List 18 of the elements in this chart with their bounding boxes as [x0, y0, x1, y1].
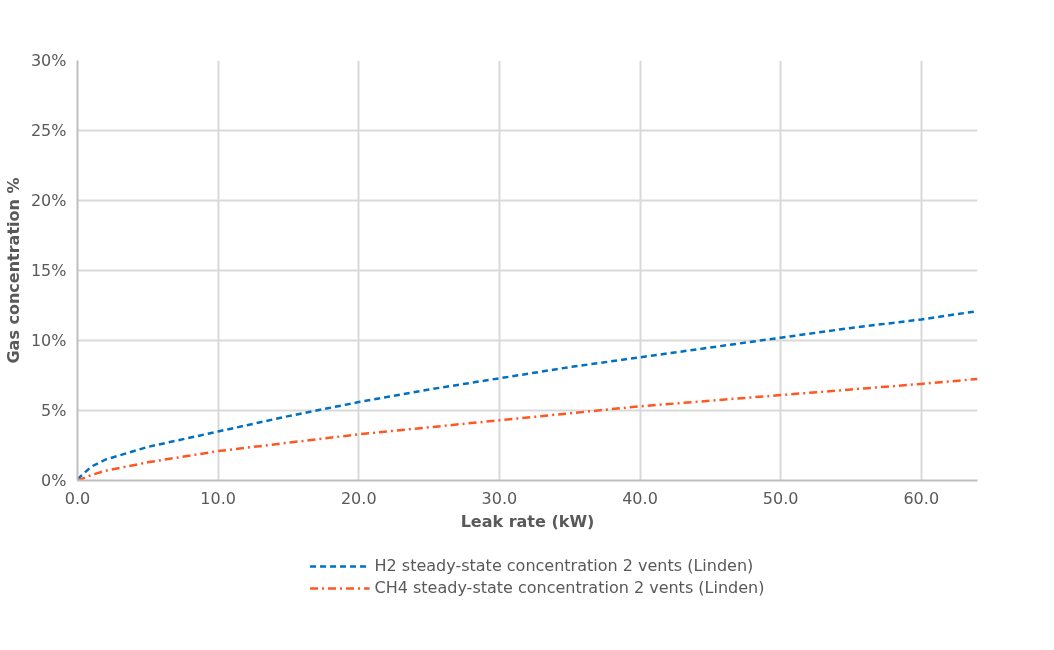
legend-label: CH4 steady-state concentration 2 vents (Linden): [374, 578, 765, 597]
x-tick-label: 30.0: [481, 488, 518, 508]
x-tick-label: 50.0: [762, 488, 799, 508]
legend-label: H2 steady-state concentration 2 vents (Linden): [374, 556, 754, 575]
x-tick-label: 20.0: [340, 488, 377, 508]
y-tick-label: 25%: [30, 121, 67, 140]
y-tick-label: 5%: [41, 401, 67, 420]
y-tick-label: 15%: [30, 261, 67, 280]
x-tick-label: 0.0: [64, 488, 91, 508]
y-axis-title: Gas concentration %: [3, 177, 23, 364]
x-tick-label: 60.0: [903, 488, 940, 508]
y-tick-label: 20%: [30, 191, 67, 210]
y-tick-label: 0%: [41, 471, 67, 490]
y-tick-label: 30%: [30, 51, 67, 70]
y-tick-label: 10%: [30, 331, 67, 350]
x-tick-label: 40.0: [622, 488, 658, 508]
x-tick-label: 10.0: [200, 488, 236, 508]
x-axis-title: Leak rate (kW): [460, 511, 595, 531]
